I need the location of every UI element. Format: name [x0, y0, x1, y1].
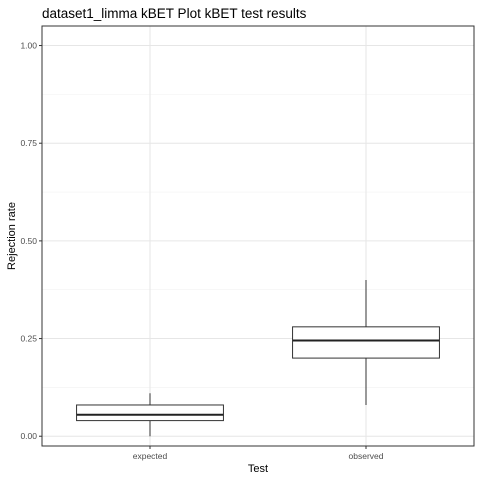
boxplot-expected [76, 393, 224, 437]
y-tick-label: 1.00 [20, 41, 37, 51]
y-tick-label: 0.25 [20, 334, 37, 344]
x-axis-label: Test [248, 463, 268, 475]
y-tick-label: 0.00 [20, 431, 37, 441]
plot-panel-border [41, 25, 475, 447]
chart-title: dataset1_limma kBET Plot kBET test resul… [42, 6, 307, 21]
iqr-box [76, 404, 224, 422]
x-tick-label: observed [349, 451, 384, 461]
y-axis-label: Rejection rate [6, 202, 18, 270]
iqr-box [292, 326, 440, 359]
boxplot-observed [292, 279, 440, 405]
x-tick-label: expected [133, 451, 168, 461]
y-tick-label: 0.50 [20, 236, 37, 246]
axis-layer: 0.00 0.25 0.50 0.75 1.00 expected observed [20, 41, 383, 461]
box-layer [76, 279, 440, 437]
y-tick-label: 0.75 [20, 138, 37, 148]
grid-layer [42, 26, 474, 446]
